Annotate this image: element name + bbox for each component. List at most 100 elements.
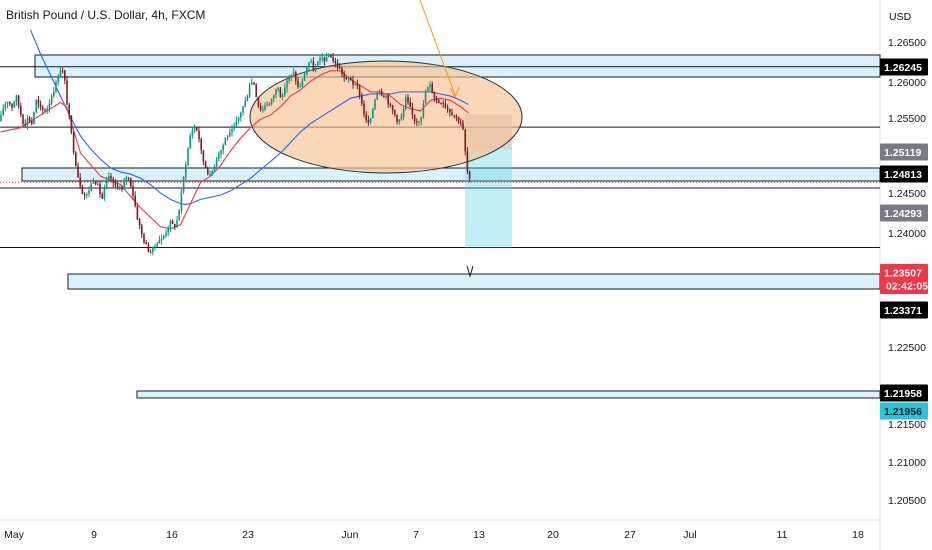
candle-body [154, 246, 156, 248]
candle-body [77, 165, 79, 178]
candle-body [132, 186, 134, 196]
candle-body [152, 246, 154, 253]
candle-body [220, 150, 222, 154]
candle-body [75, 152, 77, 166]
candle-body [59, 70, 62, 78]
candle-body [160, 238, 163, 241]
price-tag-label: 1.25119 [884, 147, 922, 159]
candle-body [290, 74, 293, 77]
candle-body [424, 92, 427, 104]
candle-body [435, 97, 438, 101]
candle-body [86, 194, 88, 196]
candle-body [105, 179, 108, 188]
zone-1-24813 [21, 167, 881, 182]
candle-body [143, 234, 145, 243]
candle-body [380, 91, 383, 96]
orange-arrow-head [449, 86, 460, 99]
candle-body [11, 103, 13, 108]
candle-body [462, 122, 464, 130]
candle-body [202, 150, 205, 162]
candle-body [110, 175, 112, 180]
candle-body [416, 121, 418, 123]
currency-label: USD [889, 11, 912, 23]
candle-body [130, 178, 132, 187]
candle-body [218, 153, 220, 159]
analysis-ellipse [249, 60, 523, 174]
candle-body [319, 57, 321, 62]
candle-body [35, 99, 37, 113]
candle-body [246, 95, 249, 102]
candle-body [407, 97, 409, 102]
candle-body [345, 77, 348, 80]
candle-body [13, 101, 15, 108]
y-tick-label: 1.21500 [888, 419, 926, 431]
candle-body [297, 80, 299, 87]
candle-body [116, 185, 119, 188]
candle-body [248, 84, 251, 96]
candle-body [163, 235, 165, 239]
candle-body [9, 102, 11, 104]
candle-body [409, 101, 411, 108]
candle-body [88, 190, 90, 195]
candle-body [233, 125, 235, 129]
price-tag-label: 1.23371 [884, 305, 922, 317]
candle-body [394, 110, 396, 115]
candle-body [385, 95, 387, 98]
candle-body [372, 109, 374, 119]
candle-body [422, 103, 425, 117]
candle-body [2, 108, 4, 116]
candle-body [57, 77, 59, 82]
candle-body [136, 205, 139, 220]
candle-body [341, 68, 343, 75]
orange-arrow-line [419, 0, 456, 96]
candle-body [277, 88, 279, 90]
candle-body [347, 77, 350, 80]
candles [0, 52, 471, 256]
candle-body [253, 82, 255, 85]
candle-body [453, 115, 455, 117]
candle-body [226, 136, 229, 138]
candle-body [55, 81, 57, 92]
candle-body [317, 61, 319, 67]
candle-body [141, 225, 143, 235]
candle-body [455, 115, 458, 118]
candle-body [398, 119, 400, 122]
candle-body [387, 95, 389, 105]
candle-body [48, 103, 51, 109]
y-tick-label: 1.20500 [888, 495, 926, 507]
candle-body [99, 183, 101, 194]
candle-body [411, 107, 414, 115]
x-tick-label: 11 [777, 529, 788, 541]
candle-body [292, 72, 295, 75]
candle-body [145, 242, 147, 245]
candle-body [284, 88, 286, 96]
candle-body [339, 67, 341, 69]
candle-body [251, 82, 253, 85]
candle-body [295, 72, 297, 81]
candle-body [180, 191, 183, 211]
candle-body [204, 161, 207, 168]
candle-body [165, 232, 167, 236]
candle-body [468, 171, 471, 179]
candle-body [114, 182, 117, 186]
candle-body [28, 117, 31, 121]
candle-body [262, 109, 264, 111]
candle-body [0, 115, 2, 122]
candle-body [288, 76, 290, 81]
price-tag-label: 1.24813 [884, 169, 922, 181]
candle-body [332, 57, 334, 61]
candle-body [369, 118, 372, 123]
candle-body [310, 61, 312, 63]
candle-body [268, 103, 271, 105]
candle-body [323, 57, 326, 62]
candle-body [72, 132, 75, 153]
candle-body [356, 83, 359, 86]
candle-body [367, 120, 370, 123]
candle-body [112, 179, 114, 183]
candle-body [314, 66, 317, 71]
price-tag-bg [880, 402, 928, 420]
candle-body [312, 61, 315, 71]
price-tag-bg [880, 58, 928, 76]
x-tick-label: 27 [624, 529, 636, 541]
